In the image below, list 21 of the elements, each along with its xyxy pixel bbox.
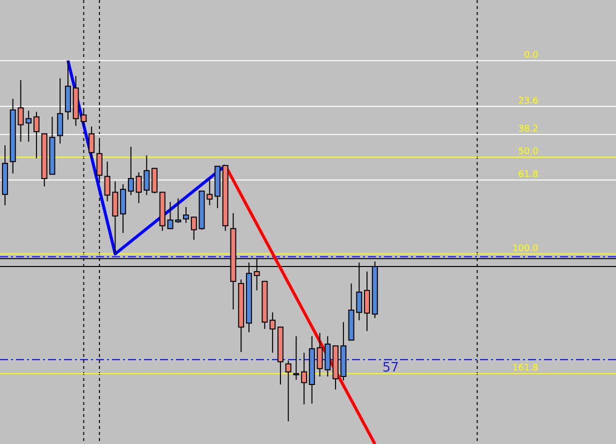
candlestick	[152, 168, 158, 194]
candlestick	[33, 111, 40, 159]
candlestick	[364, 271, 370, 332]
text: 38.2	[518, 124, 538, 135]
candlestick	[128, 146, 134, 196]
candlestick	[270, 312, 276, 354]
text: 61.8	[518, 170, 539, 180]
candlestick	[26, 110, 32, 142]
text: 0.0	[524, 50, 539, 61]
candlestick	[301, 352, 308, 405]
text: 23.6	[518, 96, 539, 106]
candlestick	[285, 360, 292, 422]
candlestick	[57, 78, 64, 144]
text: 100.0	[512, 244, 539, 254]
candlestick	[293, 336, 300, 380]
candlestick	[88, 126, 95, 158]
text: 161.8	[512, 364, 539, 374]
text: 57	[382, 360, 399, 376]
text: 50.0	[518, 147, 539, 158]
candlestick	[190, 216, 197, 240]
candlestick	[183, 206, 190, 224]
